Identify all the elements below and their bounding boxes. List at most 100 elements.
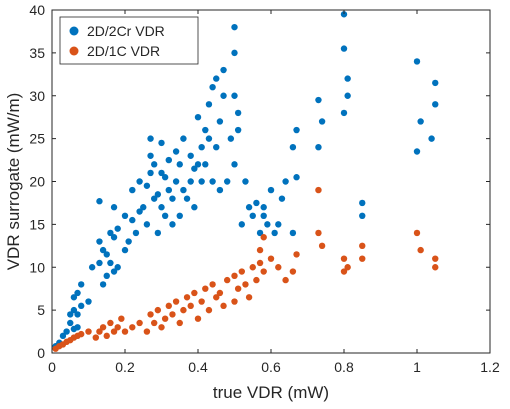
data-point bbox=[165, 186, 172, 194]
data-point bbox=[249, 212, 256, 219]
x-tick-label: 0 bbox=[48, 359, 56, 375]
data-point bbox=[74, 311, 81, 318]
data-point bbox=[359, 212, 366, 219]
data-point bbox=[432, 264, 439, 271]
data-point bbox=[99, 324, 107, 331]
data-point bbox=[121, 328, 129, 335]
data-point bbox=[180, 135, 187, 142]
data-point bbox=[187, 152, 194, 159]
x-tick-label: 0.8 bbox=[334, 359, 354, 375]
data-point bbox=[417, 246, 424, 254]
data-point bbox=[70, 294, 78, 301]
data-point bbox=[220, 66, 227, 74]
data-point bbox=[114, 264, 121, 271]
axis-ticks: 0 0.2 0.4 0.6 0.8 1 1.2 0 5 10 15 20 25 30 35 40 bbox=[29, 2, 500, 375]
data-point bbox=[129, 324, 136, 331]
data-point bbox=[271, 229, 278, 237]
data-point bbox=[293, 174, 300, 181]
y-tick-label: 10 bbox=[29, 259, 45, 275]
data-point bbox=[289, 144, 297, 151]
data-point bbox=[194, 113, 202, 121]
data-point bbox=[59, 332, 67, 340]
data-point bbox=[114, 324, 121, 331]
y-tick-label: 15 bbox=[29, 216, 45, 232]
data-point bbox=[63, 328, 70, 335]
data-point bbox=[96, 259, 103, 267]
data-point bbox=[191, 289, 198, 297]
data-point bbox=[231, 23, 238, 31]
data-point bbox=[99, 281, 107, 288]
data-point bbox=[161, 315, 169, 322]
legend: 2D/2Cr VDR 2D/1C VDR bbox=[59, 16, 199, 65]
data-point bbox=[88, 264, 96, 271]
data-point bbox=[260, 212, 267, 219]
data-point bbox=[209, 178, 216, 185]
data-point bbox=[198, 298, 205, 305]
data-point bbox=[209, 281, 216, 288]
data-point bbox=[158, 324, 165, 331]
data-point bbox=[103, 251, 110, 258]
data-point bbox=[220, 302, 227, 310]
data-point bbox=[110, 268, 118, 275]
series-2d-1c bbox=[52, 186, 439, 352]
data-point bbox=[96, 238, 103, 245]
data-point bbox=[136, 319, 143, 327]
data-point bbox=[136, 178, 143, 185]
data-point bbox=[136, 208, 143, 215]
data-point bbox=[158, 204, 165, 211]
data-point bbox=[413, 58, 421, 65]
data-point bbox=[67, 311, 74, 318]
data-point bbox=[151, 195, 158, 202]
data-point bbox=[242, 281, 249, 288]
data-point bbox=[275, 264, 282, 271]
data-point bbox=[293, 251, 300, 258]
data-point bbox=[172, 148, 180, 155]
y-tick-label: 20 bbox=[29, 174, 45, 190]
data-point bbox=[242, 178, 249, 185]
data-point bbox=[432, 79, 439, 87]
data-point bbox=[183, 195, 191, 202]
data-point bbox=[245, 204, 253, 211]
x-tick-label: 0.4 bbox=[188, 359, 208, 375]
data-point bbox=[220, 92, 227, 99]
data-point bbox=[183, 294, 191, 301]
data-point bbox=[340, 268, 348, 275]
data-point bbox=[432, 101, 439, 108]
data-point bbox=[191, 165, 198, 172]
data-point bbox=[161, 174, 169, 181]
legend-marker-2d-1c bbox=[69, 46, 79, 56]
data-point bbox=[191, 204, 198, 211]
x-tick-label: 0.2 bbox=[115, 359, 135, 375]
data-point bbox=[245, 294, 253, 301]
data-point bbox=[74, 324, 81, 331]
data-point bbox=[169, 221, 176, 228]
data-point bbox=[234, 109, 242, 117]
data-point bbox=[74, 289, 81, 297]
data-point bbox=[176, 161, 183, 168]
data-point bbox=[264, 221, 271, 228]
data-point bbox=[260, 268, 267, 275]
data-point bbox=[205, 101, 213, 108]
data-point bbox=[125, 238, 132, 245]
data-point bbox=[278, 195, 286, 202]
data-point bbox=[198, 178, 205, 185]
data-point bbox=[70, 306, 78, 314]
data-point bbox=[180, 306, 187, 314]
data-point bbox=[428, 135, 435, 142]
data-point bbox=[121, 212, 129, 219]
data-point bbox=[340, 11, 348, 18]
data-point bbox=[417, 118, 424, 125]
data-point bbox=[132, 229, 140, 237]
data-point bbox=[176, 212, 183, 219]
data-point bbox=[413, 148, 421, 155]
data-point bbox=[107, 319, 114, 327]
data-point bbox=[359, 199, 366, 207]
data-point bbox=[289, 268, 297, 275]
data-point bbox=[158, 139, 165, 147]
data-point bbox=[253, 199, 260, 207]
data-point bbox=[140, 204, 147, 211]
data-point bbox=[432, 255, 439, 262]
data-point bbox=[147, 152, 154, 159]
data-point bbox=[260, 204, 267, 211]
